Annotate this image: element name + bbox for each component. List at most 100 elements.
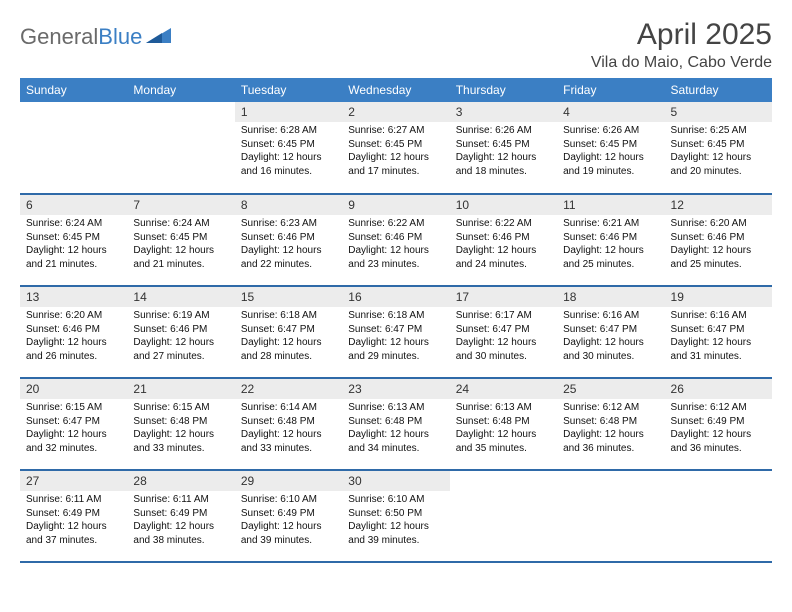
- day-cell: 4Sunrise: 6:26 AMSunset: 6:45 PMDaylight…: [557, 102, 664, 194]
- sunset-line: Sunset: 6:45 PM: [26, 231, 121, 245]
- day-body: Sunrise: 6:28 AMSunset: 6:45 PMDaylight:…: [235, 122, 342, 182]
- day-cell: 19Sunrise: 6:16 AMSunset: 6:47 PMDayligh…: [665, 286, 772, 378]
- sunset-line: Sunset: 6:46 PM: [241, 231, 336, 245]
- sunrise-line: Sunrise: 6:10 AM: [241, 493, 336, 507]
- daylight-line-2: and 32 minutes.: [26, 442, 121, 456]
- day-number: 8: [235, 195, 342, 215]
- day-body: Sunrise: 6:20 AMSunset: 6:46 PMDaylight:…: [665, 215, 772, 275]
- sunset-line: Sunset: 6:47 PM: [26, 415, 121, 429]
- day-number: 23: [342, 379, 449, 399]
- day-body: Sunrise: 6:12 AMSunset: 6:48 PMDaylight:…: [557, 399, 664, 459]
- day-number: 24: [450, 379, 557, 399]
- day-body: Sunrise: 6:15 AMSunset: 6:48 PMDaylight:…: [127, 399, 234, 459]
- sunrise-line: Sunrise: 6:20 AM: [671, 217, 766, 231]
- daylight-line-1: Daylight: 12 hours: [671, 336, 766, 350]
- sunset-line: Sunset: 6:47 PM: [671, 323, 766, 337]
- daylight-line-1: Daylight: 12 hours: [241, 428, 336, 442]
- day-number: 19: [665, 287, 772, 307]
- week-row: 27Sunrise: 6:11 AMSunset: 6:49 PMDayligh…: [20, 470, 772, 562]
- daylight-line-2: and 25 minutes.: [563, 258, 658, 272]
- day-cell: 1Sunrise: 6:28 AMSunset: 6:45 PMDaylight…: [235, 102, 342, 194]
- daylight-line-1: Daylight: 12 hours: [456, 428, 551, 442]
- day-body: Sunrise: 6:12 AMSunset: 6:49 PMDaylight:…: [665, 399, 772, 459]
- day-cell: 12Sunrise: 6:20 AMSunset: 6:46 PMDayligh…: [665, 194, 772, 286]
- day-number: 21: [127, 379, 234, 399]
- sunset-line: Sunset: 6:48 PM: [563, 415, 658, 429]
- day-body: Sunrise: 6:20 AMSunset: 6:46 PMDaylight:…: [20, 307, 127, 367]
- day-number: 7: [127, 195, 234, 215]
- sunset-line: Sunset: 6:49 PM: [671, 415, 766, 429]
- day-body: Sunrise: 6:13 AMSunset: 6:48 PMDaylight:…: [450, 399, 557, 459]
- daylight-line-1: Daylight: 12 hours: [133, 520, 228, 534]
- sunset-line: Sunset: 6:46 PM: [563, 231, 658, 245]
- day-cell: 16Sunrise: 6:18 AMSunset: 6:47 PMDayligh…: [342, 286, 449, 378]
- sunset-line: Sunset: 6:48 PM: [456, 415, 551, 429]
- sunrise-line: Sunrise: 6:22 AM: [348, 217, 443, 231]
- daylight-line-2: and 38 minutes.: [133, 534, 228, 548]
- day-number: 3: [450, 102, 557, 122]
- day-cell: [20, 102, 127, 194]
- sunset-line: Sunset: 6:45 PM: [456, 138, 551, 152]
- day-number: 15: [235, 287, 342, 307]
- daylight-line-2: and 25 minutes.: [671, 258, 766, 272]
- daylight-line-2: and 27 minutes.: [133, 350, 228, 364]
- daylight-line-2: and 31 minutes.: [671, 350, 766, 364]
- day-number: 5: [665, 102, 772, 122]
- daylight-line-2: and 16 minutes.: [241, 165, 336, 179]
- day-body: Sunrise: 6:15 AMSunset: 6:47 PMDaylight:…: [20, 399, 127, 459]
- daylight-line-2: and 35 minutes.: [456, 442, 551, 456]
- daylight-line-1: Daylight: 12 hours: [133, 428, 228, 442]
- day-cell: 23Sunrise: 6:13 AMSunset: 6:48 PMDayligh…: [342, 378, 449, 470]
- sunrise-line: Sunrise: 6:11 AM: [26, 493, 121, 507]
- day-cell: 17Sunrise: 6:17 AMSunset: 6:47 PMDayligh…: [450, 286, 557, 378]
- sunset-line: Sunset: 6:46 PM: [456, 231, 551, 245]
- day-cell: 7Sunrise: 6:24 AMSunset: 6:45 PMDaylight…: [127, 194, 234, 286]
- day-number: 2: [342, 102, 449, 122]
- sunset-line: Sunset: 6:48 PM: [133, 415, 228, 429]
- daylight-line-2: and 28 minutes.: [241, 350, 336, 364]
- daylight-line-1: Daylight: 12 hours: [563, 428, 658, 442]
- daylight-line-2: and 39 minutes.: [241, 534, 336, 548]
- daylight-line-1: Daylight: 12 hours: [671, 428, 766, 442]
- day-cell: 5Sunrise: 6:25 AMSunset: 6:45 PMDaylight…: [665, 102, 772, 194]
- location: Vila do Maio, Cabo Verde: [591, 54, 772, 72]
- day-body: Sunrise: 6:18 AMSunset: 6:47 PMDaylight:…: [342, 307, 449, 367]
- sunset-line: Sunset: 6:46 PM: [348, 231, 443, 245]
- sunrise-line: Sunrise: 6:10 AM: [348, 493, 443, 507]
- day-body: Sunrise: 6:11 AMSunset: 6:49 PMDaylight:…: [127, 491, 234, 551]
- day-body: Sunrise: 6:27 AMSunset: 6:45 PMDaylight:…: [342, 122, 449, 182]
- day-body: Sunrise: 6:18 AMSunset: 6:47 PMDaylight:…: [235, 307, 342, 367]
- week-row: 13Sunrise: 6:20 AMSunset: 6:46 PMDayligh…: [20, 286, 772, 378]
- day-cell: 22Sunrise: 6:14 AMSunset: 6:48 PMDayligh…: [235, 378, 342, 470]
- sunrise-line: Sunrise: 6:21 AM: [563, 217, 658, 231]
- sunrise-line: Sunrise: 6:15 AM: [26, 401, 121, 415]
- sunset-line: Sunset: 6:46 PM: [133, 323, 228, 337]
- brand-name-blue: Blue: [98, 24, 142, 49]
- sunset-line: Sunset: 6:46 PM: [671, 231, 766, 245]
- sunset-line: Sunset: 6:48 PM: [241, 415, 336, 429]
- daylight-line-1: Daylight: 12 hours: [26, 336, 121, 350]
- sunset-line: Sunset: 6:45 PM: [563, 138, 658, 152]
- sunset-line: Sunset: 6:45 PM: [133, 231, 228, 245]
- day-cell: 29Sunrise: 6:10 AMSunset: 6:49 PMDayligh…: [235, 470, 342, 562]
- daylight-line-2: and 23 minutes.: [348, 258, 443, 272]
- sunrise-line: Sunrise: 6:12 AM: [563, 401, 658, 415]
- week-row: 6Sunrise: 6:24 AMSunset: 6:45 PMDaylight…: [20, 194, 772, 286]
- daylight-line-1: Daylight: 12 hours: [456, 151, 551, 165]
- day-cell: 11Sunrise: 6:21 AMSunset: 6:46 PMDayligh…: [557, 194, 664, 286]
- day-body: Sunrise: 6:25 AMSunset: 6:45 PMDaylight:…: [665, 122, 772, 182]
- daylight-line-1: Daylight: 12 hours: [133, 336, 228, 350]
- header: GeneralBlue April 2025 Vila do Maio, Cab…: [20, 18, 772, 72]
- daylight-line-2: and 24 minutes.: [456, 258, 551, 272]
- day-number: 27: [20, 471, 127, 491]
- day-body: Sunrise: 6:24 AMSunset: 6:45 PMDaylight:…: [20, 215, 127, 275]
- day-body: Sunrise: 6:26 AMSunset: 6:45 PMDaylight:…: [450, 122, 557, 182]
- daylight-line-2: and 34 minutes.: [348, 442, 443, 456]
- daylight-line-2: and 30 minutes.: [563, 350, 658, 364]
- day-number: 20: [20, 379, 127, 399]
- day-number: 10: [450, 195, 557, 215]
- sunrise-line: Sunrise: 6:17 AM: [456, 309, 551, 323]
- daylight-line-2: and 29 minutes.: [348, 350, 443, 364]
- day-number: 12: [665, 195, 772, 215]
- sunset-line: Sunset: 6:45 PM: [241, 138, 336, 152]
